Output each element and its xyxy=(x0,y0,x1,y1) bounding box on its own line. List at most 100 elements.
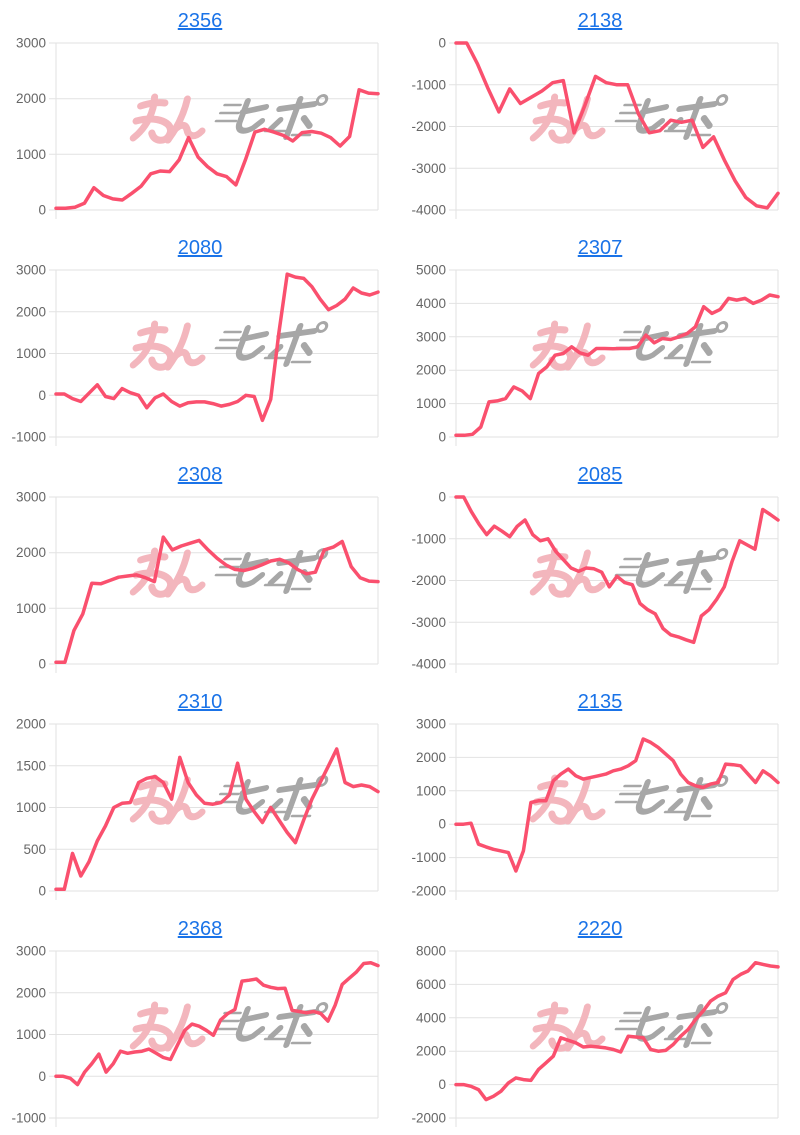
minrepo-watermark-icon xyxy=(129,1001,329,1052)
y-tick-label: 0 xyxy=(438,36,446,51)
data-line xyxy=(54,747,380,892)
chart-title-link[interactable]: 2135 xyxy=(577,691,623,713)
y-tick-label: -4000 xyxy=(411,657,446,672)
y-gridlines xyxy=(49,496,378,665)
y-tick-label: 0 xyxy=(38,657,46,672)
y-tick-label: 3000 xyxy=(16,944,46,959)
y-tick-label: 1000 xyxy=(416,783,446,798)
minrepo-watermark-icon xyxy=(129,547,329,598)
data-line xyxy=(454,960,780,1102)
data-line xyxy=(454,41,780,210)
plot-border xyxy=(455,497,779,673)
y-tick-label: 0 xyxy=(438,430,446,445)
chart-title-link[interactable]: 2080 xyxy=(177,237,223,259)
data-line xyxy=(454,495,780,645)
y-tick-label: 2000 xyxy=(416,750,446,765)
y-tick-label: -4000 xyxy=(411,203,446,218)
data-line xyxy=(454,737,780,873)
chart-title-link[interactable]: 2368 xyxy=(177,918,223,940)
y-tick-label: 1000 xyxy=(16,601,46,616)
minrepo-watermark-icon xyxy=(529,1001,729,1052)
y-axis-labels: -4000 -3000 -2000 -1000 0 xyxy=(411,490,446,672)
y-tick-label: 0 xyxy=(38,884,46,899)
chart-card: 2356 0 1000 2000 3000 xyxy=(0,0,400,227)
minrepo-watermark-icon xyxy=(529,547,729,598)
y-tick-label: -2000 xyxy=(411,884,446,899)
y-tick-label: -1000 xyxy=(411,531,446,546)
y-tick-label: 1000 xyxy=(16,1027,46,1042)
y-tick-label: 3000 xyxy=(416,329,446,344)
y-tick-label: 4000 xyxy=(416,1010,446,1025)
chart-card: 2368 -1000 0 1000 2000 3000 xyxy=(0,908,400,1135)
line-chart: -2000 0 2000 4000 6000 8000 xyxy=(411,944,780,1127)
chart-title-link[interactable]: 2085 xyxy=(577,464,623,486)
y-tick-label: 2000 xyxy=(416,1044,446,1059)
y-tick-label: 6000 xyxy=(416,977,446,992)
y-tick-label: 2000 xyxy=(16,304,46,319)
y-gridlines xyxy=(449,496,778,665)
y-axis-labels: 0 500 1000 1500 2000 xyxy=(16,717,46,899)
y-tick-label: 1500 xyxy=(16,758,46,773)
line-chart: -2000 -1000 0 1000 2000 3000 xyxy=(411,717,780,900)
y-gridlines xyxy=(49,269,378,438)
y-gridlines xyxy=(49,42,378,211)
line-chart: 0 1000 2000 3000 xyxy=(16,36,380,219)
chart-title-link[interactable]: 2307 xyxy=(577,237,623,259)
y-tick-label: 1000 xyxy=(16,346,46,361)
y-axis-labels: 0 1000 2000 3000 xyxy=(16,490,46,672)
y-tick-label: 0 xyxy=(38,1069,46,1084)
y-axis-labels: -1000 0 1000 2000 3000 xyxy=(11,944,46,1126)
plot-border xyxy=(455,724,779,900)
data-line xyxy=(54,272,380,423)
line-chart: -4000 -3000 -2000 -1000 0 xyxy=(411,490,780,673)
y-tick-label: 2000 xyxy=(16,91,46,106)
y-gridlines xyxy=(449,42,778,211)
y-axis-labels: -2000 -1000 0 1000 2000 3000 xyxy=(411,717,446,899)
chart-card: 2220 -2000 0 2000 4000 6000 8000 xyxy=(400,908,800,1135)
line-chart: 0 1000 2000 3000 4000 5000 xyxy=(416,263,780,446)
y-tick-label: 2000 xyxy=(16,545,46,560)
y-tick-label: 8000 xyxy=(416,944,446,959)
y-tick-label: 0 xyxy=(38,203,46,218)
y-axis-labels: -2000 0 2000 4000 6000 8000 xyxy=(411,944,446,1126)
y-tick-label: 1000 xyxy=(416,396,446,411)
line-chart: -4000 -3000 -2000 -1000 0 xyxy=(411,36,780,219)
y-tick-label: 3000 xyxy=(16,490,46,505)
y-tick-label: -2000 xyxy=(411,573,446,588)
line-chart: 0 500 1000 1500 2000 xyxy=(16,717,380,900)
chart-title-link[interactable]: 2220 xyxy=(577,918,623,940)
minrepo-watermark-icon xyxy=(129,93,329,144)
y-tick-label: -1000 xyxy=(11,430,46,445)
chart-title-link[interactable]: 2138 xyxy=(577,10,623,32)
y-gridlines xyxy=(449,723,778,892)
minrepo-watermark-icon xyxy=(529,320,729,371)
plot-border xyxy=(55,270,379,446)
chart-card: 2310 0 500 1000 1500 2000 xyxy=(0,681,400,908)
y-axis-labels: 0 1000 2000 3000 4000 5000 xyxy=(416,263,446,445)
minrepo-watermark-icon xyxy=(129,320,329,371)
y-axis-labels: 0 1000 2000 3000 xyxy=(16,36,46,218)
data-line xyxy=(54,88,380,211)
y-tick-label: -1000 xyxy=(11,1111,46,1126)
chart-title-link[interactable]: 2310 xyxy=(177,691,223,713)
chart-title-link[interactable]: 2356 xyxy=(177,10,223,32)
y-tick-label: 3000 xyxy=(16,263,46,278)
plot-border xyxy=(55,43,379,219)
y-tick-label: -3000 xyxy=(411,615,446,630)
y-tick-label: -1000 xyxy=(411,77,446,92)
chart-card: 2080 -1000 0 1000 2000 3000 xyxy=(0,227,400,454)
plot-border xyxy=(455,951,779,1127)
data-line xyxy=(54,535,380,665)
y-gridlines xyxy=(449,269,778,438)
y-tick-label: 4000 xyxy=(416,296,446,311)
y-tick-label: 1000 xyxy=(16,800,46,815)
y-tick-label: -2000 xyxy=(411,1111,446,1126)
y-tick-label: 2000 xyxy=(416,363,446,378)
y-tick-label: 500 xyxy=(23,842,46,857)
y-axis-labels: -1000 0 1000 2000 3000 xyxy=(11,263,46,445)
y-gridlines xyxy=(49,723,378,892)
line-chart: 0 1000 2000 3000 xyxy=(16,490,380,673)
chart-title-link[interactable]: 2308 xyxy=(177,464,223,486)
y-tick-label: 0 xyxy=(38,388,46,403)
y-tick-label: -3000 xyxy=(411,161,446,176)
